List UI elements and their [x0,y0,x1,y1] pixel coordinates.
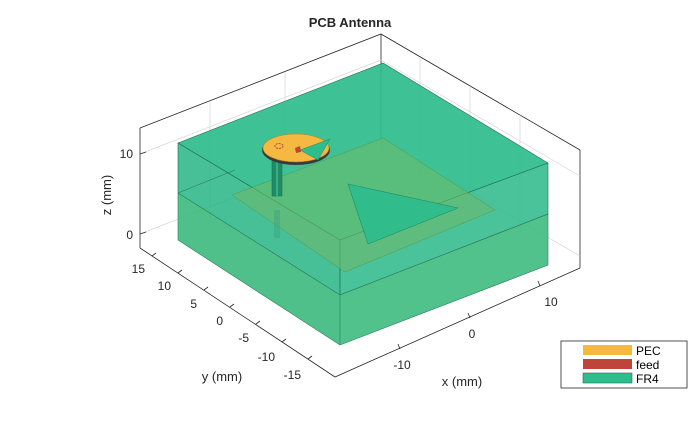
y-tick [151,252,157,257]
y-tick [177,269,183,274]
z-tick [139,151,147,155]
feed-pin-below [274,210,280,238]
legend-label-pec: PEC [636,344,661,358]
y-tick [281,338,287,343]
y-tick [307,355,313,360]
y-tick-label: 0 [216,314,223,328]
substrate-block [177,62,549,346]
substrate-layer-edge-back [177,169,236,194]
substrate-lower-right [340,214,548,345]
legend[interactable]: PEC feed FR4 [560,340,688,389]
grid-line [139,59,382,155]
pec-disc [262,133,331,165]
y-tick-label: 15 [132,262,146,276]
y-tick-label: -15 [284,368,302,382]
substrate-front-right-face [339,162,549,346]
z-tick-label: 10 [120,147,134,161]
y-tick [229,303,235,308]
x-tick-label: 0 [469,327,476,341]
y-tick-label: -5 [238,331,249,345]
pec-disc-marker [274,143,284,149]
substrate-lower-left [178,193,340,345]
x-tick [537,280,541,287]
y-tick-label: 10 [158,279,172,293]
y-axis-label: y (mm) [202,369,242,384]
x-tick-label: 10 [544,295,558,309]
y-tick-label: 5 [190,297,197,311]
x-axis-label: x (mm) [442,374,482,389]
legend-swatch-fr4 [582,372,633,384]
legend-label-feed: feed [636,358,659,372]
z-tick [139,231,147,235]
y-tick [203,286,209,291]
grid-line [380,59,581,177]
feed-marker [295,146,301,153]
legend-label-fr4: FR4 [636,372,659,386]
x-tick [467,312,471,319]
z-axis-label: z (mm) [99,175,114,215]
tick-marks [139,151,541,360]
legend-swatch-feed [583,359,632,369]
substrate-layer-edge [177,192,549,296]
pec-disc-wedge [299,138,331,161]
plot-title: PCB Antenna [309,15,392,30]
axes-floor-edges [139,247,581,378]
z-tick-label: 0 [126,228,133,242]
axes-box [139,33,581,378]
x-tick-label: -10 [393,358,411,372]
x-tick [397,343,401,350]
legend-swatch-pec [583,345,632,355]
y-tick-label: -10 [258,350,276,364]
y-tick [255,320,261,325]
triangular-patch [347,183,460,245]
